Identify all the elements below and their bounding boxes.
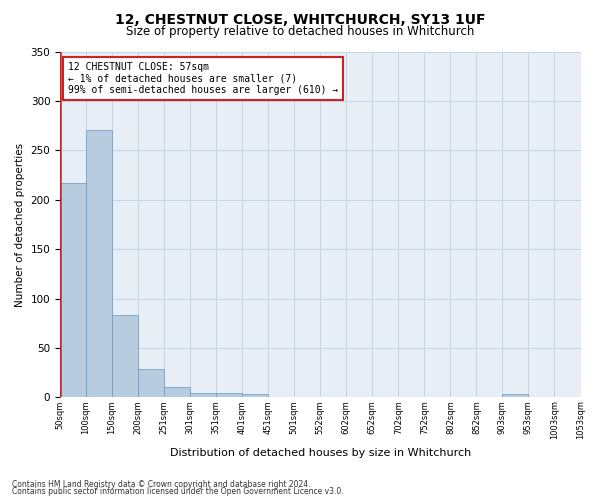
Y-axis label: Number of detached properties: Number of detached properties: [15, 142, 25, 306]
Bar: [242, 394, 268, 398]
Text: 12 CHESTNUT CLOSE: 57sqm
← 1% of detached houses are smaller (7)
99% of semi-det: 12 CHESTNUT CLOSE: 57sqm ← 1% of detache…: [68, 62, 338, 95]
Bar: [112, 316, 138, 398]
Bar: [86, 130, 112, 398]
Text: Contains public sector information licensed under the Open Government Licence v3: Contains public sector information licen…: [12, 487, 344, 496]
Bar: [502, 394, 529, 398]
Bar: [216, 394, 242, 398]
Bar: [60, 183, 86, 398]
X-axis label: Distribution of detached houses by size in Whitchurch: Distribution of detached houses by size …: [170, 448, 471, 458]
Bar: [190, 394, 216, 398]
Text: 12, CHESTNUT CLOSE, WHITCHURCH, SY13 1UF: 12, CHESTNUT CLOSE, WHITCHURCH, SY13 1UF: [115, 12, 485, 26]
Bar: [164, 386, 190, 398]
Text: Contains HM Land Registry data © Crown copyright and database right 2024.: Contains HM Land Registry data © Crown c…: [12, 480, 311, 489]
Bar: [138, 368, 164, 398]
Text: Size of property relative to detached houses in Whitchurch: Size of property relative to detached ho…: [126, 25, 474, 38]
